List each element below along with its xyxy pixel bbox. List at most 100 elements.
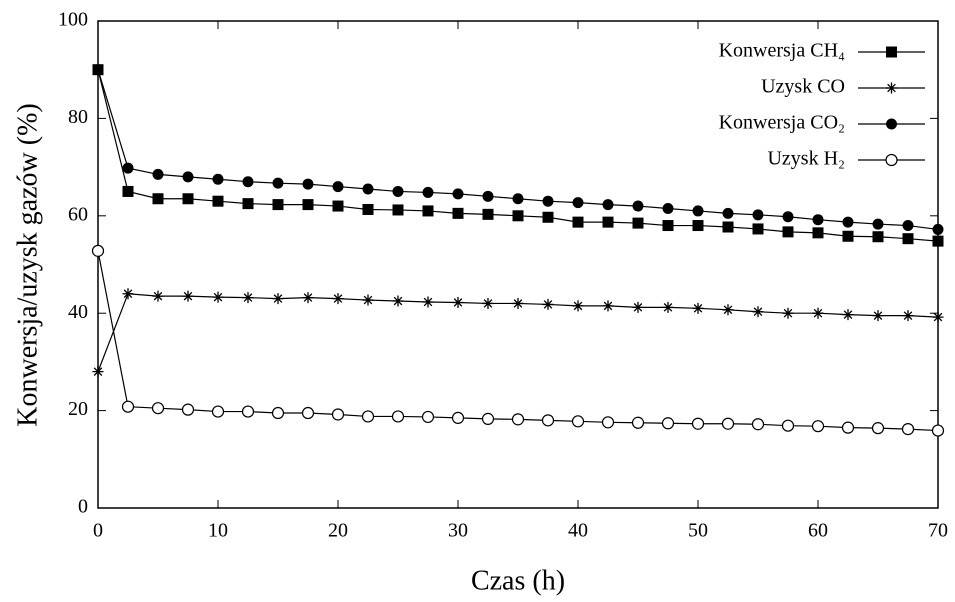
marker-circle (452, 188, 464, 200)
x-tick-label: 0 (93, 520, 103, 542)
marker-circle (362, 183, 374, 195)
marker-open-circle (931, 424, 945, 437)
x-tick-label: 50 (688, 520, 708, 542)
marker-star (722, 304, 734, 316)
marker-square (152, 193, 164, 205)
legend-marker (886, 46, 897, 58)
marker-open-circle (691, 417, 705, 430)
marker-circle (752, 209, 764, 221)
marker-star (602, 300, 614, 312)
marker-circle (722, 207, 734, 219)
marker-star (512, 297, 524, 309)
marker-square (482, 208, 494, 220)
marker-circle (182, 171, 194, 183)
marker-square (632, 217, 644, 229)
marker-open-circle (751, 418, 765, 431)
marker-open-circle (601, 416, 615, 429)
y-tick-label: 100 (58, 9, 88, 31)
marker-star (362, 294, 374, 306)
marker-open-circle (241, 405, 255, 418)
marker-square (542, 211, 554, 223)
marker-circle (632, 200, 644, 212)
legend-label: Uzysk CO (761, 76, 845, 98)
plot-frame (97, 20, 939, 509)
marker-open-circle (901, 423, 915, 436)
marker-square (452, 207, 464, 219)
marker-square (242, 198, 254, 210)
marker-square (662, 220, 674, 232)
marker-open-circle (571, 415, 585, 428)
marker-circle (152, 168, 164, 180)
marker-open-circle (811, 420, 825, 433)
y-tick-label: 60 (68, 203, 88, 225)
marker-square (272, 199, 284, 211)
marker-square (872, 231, 884, 243)
marker-star (92, 366, 104, 378)
y-tick-label: 40 (68, 301, 88, 323)
marker-star (812, 307, 824, 319)
marker-circle (572, 197, 584, 209)
marker-open-circle (391, 410, 405, 423)
marker-circle (122, 162, 134, 174)
marker-open-circle (451, 411, 465, 425)
marker-square (362, 203, 374, 215)
marker-open-circle (631, 416, 645, 429)
marker-star (242, 292, 254, 304)
marker-circle (392, 185, 404, 197)
marker-star (542, 298, 554, 310)
marker-star (182, 290, 194, 302)
marker-open-circle (661, 417, 675, 430)
marker-star (332, 293, 344, 305)
marker-circle (332, 181, 344, 193)
marker-circle (692, 205, 704, 217)
marker-open-circle (331, 408, 345, 421)
legend-label: Konwersja CO₂ (719, 112, 845, 134)
marker-star (122, 288, 134, 300)
marker-circle (242, 176, 254, 188)
marker-open-circle (511, 413, 525, 426)
legend-marker (885, 153, 898, 167)
marker-star (452, 296, 464, 308)
marker-circle (782, 211, 794, 223)
marker-open-circle (361, 410, 375, 423)
x-tick-label: 10 (208, 520, 228, 542)
marker-star (212, 291, 224, 303)
marker-square (512, 210, 524, 222)
marker-open-circle (211, 405, 225, 418)
marker-star (902, 310, 914, 322)
marker-circle (812, 214, 824, 226)
legend-label: Konwersja CH₄ (719, 40, 845, 62)
legend-label: Uzysk H₂ (767, 148, 845, 170)
x-tick-label: 20 (328, 520, 348, 542)
marker-open-circle (91, 244, 105, 257)
marker-star (842, 309, 854, 321)
marker-open-circle (541, 414, 555, 427)
marker-open-circle (301, 406, 315, 420)
marker-square (302, 199, 314, 211)
marker-open-circle (781, 419, 795, 432)
marker-square (392, 204, 404, 216)
marker-open-circle (721, 417, 735, 430)
marker-star (482, 297, 494, 309)
marker-square (752, 223, 764, 235)
marker-circle (302, 178, 314, 190)
marker-open-circle (871, 422, 885, 435)
marker-square (122, 185, 134, 197)
marker-star (302, 292, 314, 304)
marker-square (182, 193, 194, 205)
y-tick-label: 0 (78, 496, 88, 518)
marker-star (632, 301, 644, 313)
marker-square (422, 205, 434, 217)
x-tick-label: 60 (808, 520, 828, 542)
marker-circle (842, 216, 854, 228)
marker-square (932, 235, 944, 247)
marker-star (572, 300, 584, 312)
x-axis-label: Czas (h) (471, 565, 565, 596)
marker-square (572, 216, 584, 228)
marker-star (662, 301, 674, 313)
marker-square (212, 195, 224, 207)
x-tick-label: 70 (928, 520, 948, 542)
legend-marker (886, 118, 897, 130)
